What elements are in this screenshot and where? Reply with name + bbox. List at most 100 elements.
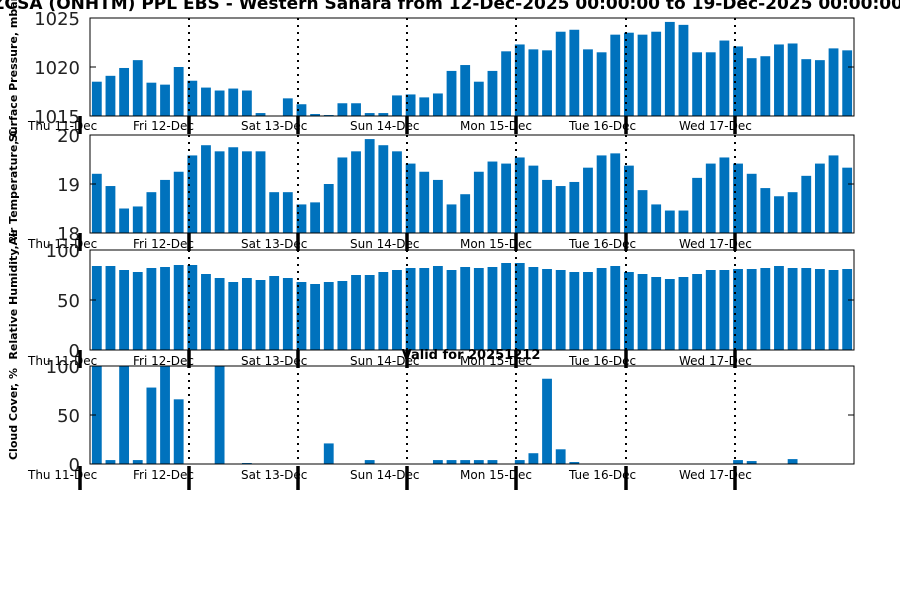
bar bbox=[91, 266, 102, 350]
day-label: Sat 13-Dec bbox=[241, 354, 307, 368]
y-tick-label: 18 bbox=[57, 224, 80, 245]
figure-title: ZCSA (ONHTM) PPL EBS - Western Sahara fr… bbox=[0, 0, 900, 14]
bar bbox=[187, 80, 198, 116]
day-label: Wed 17-Dec bbox=[679, 468, 752, 482]
bar bbox=[678, 210, 689, 233]
bar bbox=[528, 453, 539, 464]
bar bbox=[446, 204, 457, 233]
bar bbox=[828, 48, 839, 116]
y-tick-label: 1020 bbox=[34, 58, 80, 79]
chart-panels: 1015 1020 1025 Surface Pressure, mbar Thu 11… bbox=[7, 0, 855, 490]
bar bbox=[201, 145, 211, 233]
bar bbox=[132, 206, 143, 233]
bar bbox=[501, 51, 512, 116]
bar bbox=[583, 272, 593, 350]
bar bbox=[146, 192, 157, 233]
y-axis-label: Surface Pressure, mbar bbox=[7, 0, 20, 142]
bar bbox=[801, 175, 812, 233]
bar bbox=[255, 113, 266, 116]
bar bbox=[569, 272, 580, 350]
day-label: Mon 15-Dec bbox=[460, 119, 532, 133]
bar bbox=[351, 151, 361, 233]
day-label: Thu 11-Dec bbox=[27, 119, 97, 133]
y-tick-label: 100 bbox=[46, 241, 80, 262]
bar bbox=[419, 268, 430, 350]
bar bbox=[255, 280, 266, 350]
bar bbox=[337, 281, 348, 350]
bar bbox=[678, 24, 689, 116]
bar bbox=[487, 267, 498, 350]
bar bbox=[446, 270, 457, 350]
y-tick-label: 0 bbox=[69, 455, 80, 476]
bar bbox=[173, 399, 184, 464]
bar bbox=[542, 50, 552, 117]
bar bbox=[583, 167, 593, 233]
bar bbox=[296, 204, 307, 233]
valid-for-label: Valid for 20251212 bbox=[402, 348, 541, 363]
day-label: Sun 14-Dec bbox=[350, 354, 419, 368]
bar bbox=[187, 155, 198, 233]
bar bbox=[610, 34, 621, 116]
bar bbox=[746, 269, 757, 350]
bar bbox=[555, 186, 566, 233]
bar bbox=[542, 378, 552, 464]
bar bbox=[569, 29, 580, 116]
day-label: Sun 14-Dec bbox=[350, 237, 419, 251]
bar bbox=[692, 274, 703, 350]
bar bbox=[432, 460, 443, 464]
day-label: Fri 12-Dec bbox=[133, 119, 194, 133]
y-tick-label: 1025 bbox=[34, 9, 80, 30]
bar bbox=[746, 461, 757, 464]
y-tick-label: 1015 bbox=[34, 107, 80, 128]
bar bbox=[705, 52, 716, 116]
y-tick-label: 50 bbox=[57, 406, 80, 427]
bar bbox=[814, 269, 825, 350]
bar bbox=[637, 190, 648, 233]
bar bbox=[801, 268, 812, 350]
bar bbox=[760, 56, 771, 116]
bar bbox=[132, 60, 143, 116]
bar bbox=[132, 460, 143, 464]
bar bbox=[269, 276, 280, 350]
bar bbox=[432, 93, 443, 116]
bar bbox=[296, 104, 307, 116]
bar bbox=[310, 114, 321, 116]
y-axis-label: Air Temperature, C bbox=[7, 129, 20, 246]
y-axis-label: Relative Humidity, % bbox=[7, 230, 20, 359]
bar bbox=[787, 268, 798, 350]
y-tick-label: 0 bbox=[69, 341, 80, 362]
bar bbox=[814, 60, 825, 116]
day-label: Thu 11-Dec bbox=[27, 468, 97, 482]
bar bbox=[760, 268, 771, 350]
bar bbox=[514, 460, 525, 464]
bar bbox=[187, 265, 198, 350]
bar bbox=[146, 82, 157, 116]
bar bbox=[501, 163, 512, 233]
bar bbox=[828, 270, 839, 350]
bar bbox=[378, 145, 389, 233]
bar bbox=[596, 268, 607, 350]
bar bbox=[487, 161, 498, 233]
bar bbox=[91, 173, 102, 233]
bar bbox=[419, 171, 430, 233]
bar bbox=[405, 268, 416, 350]
day-label: Sat 13-Dec bbox=[241, 468, 307, 482]
bar bbox=[733, 163, 743, 233]
bar bbox=[392, 95, 402, 116]
day-label: Sat 13-Dec bbox=[241, 119, 307, 133]
bar bbox=[119, 270, 130, 350]
bar bbox=[160, 179, 170, 233]
day-label: Mon 15-Dec bbox=[460, 354, 532, 368]
bar bbox=[405, 163, 416, 233]
bar bbox=[119, 366, 130, 464]
bar bbox=[705, 270, 716, 350]
bar bbox=[119, 208, 130, 233]
bar bbox=[719, 270, 730, 350]
day-label: Tue 16-Dec bbox=[568, 354, 636, 368]
day-label: Wed 17-Dec bbox=[679, 119, 752, 133]
bar bbox=[241, 90, 252, 116]
bar bbox=[105, 186, 116, 233]
bar bbox=[801, 59, 812, 116]
day-label: Fri 12-Dec bbox=[133, 354, 194, 368]
bar bbox=[460, 460, 471, 464]
